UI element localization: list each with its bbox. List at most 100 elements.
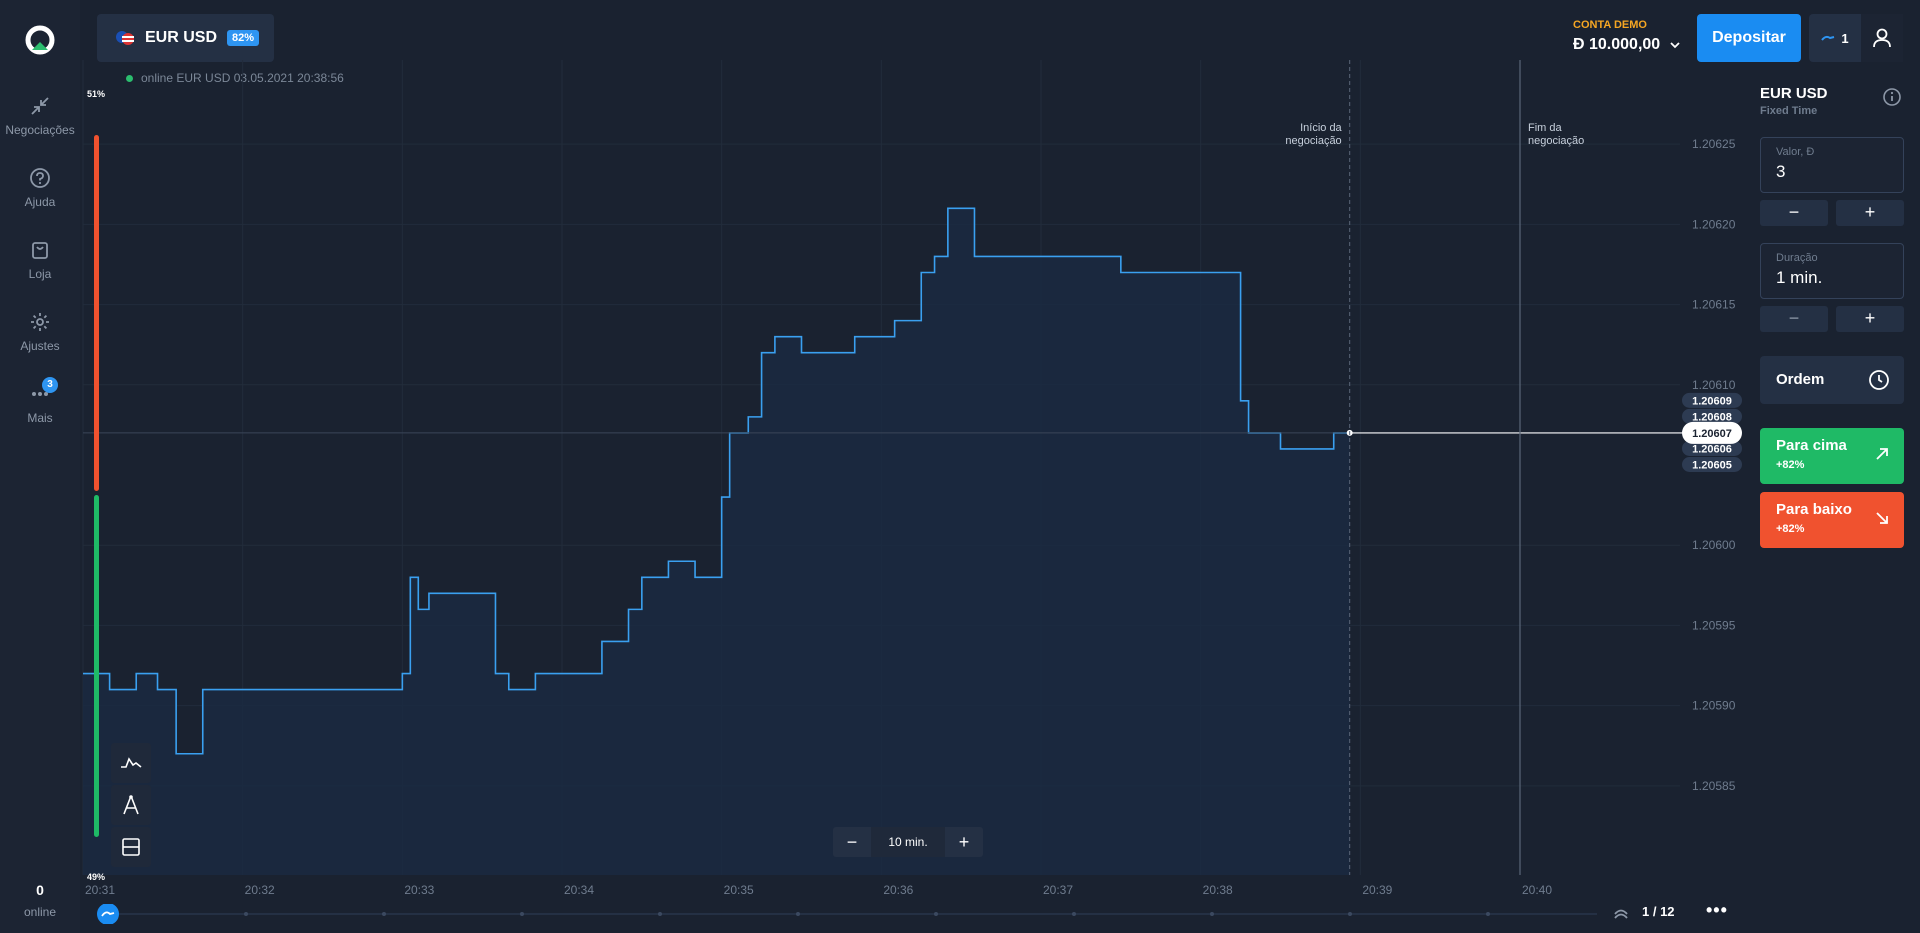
account-type[interactable]: CONTA DEMO (1573, 19, 1647, 31)
price-pill: 1.20608 (1692, 411, 1732, 423)
duration-field[interactable]: Duração 1 min. (1760, 243, 1904, 299)
x-tick-label: 20:34 (564, 883, 594, 897)
x-tick-label: 20:39 (1362, 883, 1392, 897)
y-tick-label: 1.20610 (1692, 378, 1736, 392)
trades-stack-icon[interactable] (1613, 905, 1629, 919)
sentiment-top-label: 51% (87, 89, 105, 99)
timeline-scrollbar[interactable] (97, 904, 1607, 924)
clock-icon (1869, 370, 1889, 390)
chart-type-tool[interactable] (111, 743, 151, 783)
info-icon[interactable] (1882, 87, 1902, 107)
current-price-pill: 1.20607 (1692, 428, 1732, 440)
more-options-button[interactable]: ••• (1706, 900, 1728, 920)
duration-label: Duração (1776, 252, 1818, 264)
gear-icon (31, 313, 49, 331)
help-icon (30, 168, 50, 188)
payout-badge: 82% (227, 30, 260, 46)
sidebar-item-trades[interactable]: Negociações (0, 95, 80, 137)
logo-icon[interactable] (24, 24, 56, 56)
amount-field[interactable]: Valor, Đ 3 (1760, 137, 1904, 193)
balance-value: Đ 10.000,00 (1573, 36, 1661, 53)
sidebar-item-label: Ajustes (20, 339, 60, 353)
x-tick-label: 20:31 (85, 883, 115, 897)
x-tick-label: 20:35 (724, 883, 754, 897)
trade-down-button[interactable]: Para baixo +82% (1760, 492, 1904, 548)
duration-value[interactable]: 1 min. (1776, 268, 1823, 287)
zoom-in-button[interactable]: + (958, 831, 970, 852)
asset-name: EUR USD (145, 29, 218, 46)
notification-badge: 3 (42, 377, 58, 393)
trade-start-label: Início da (1300, 122, 1342, 134)
zoom-value: 10 min. (871, 827, 945, 857)
up-payout: +82% (1776, 459, 1805, 471)
price-chart[interactable]: 20:31 20:32 20:33 20:34 20:35 20:36 20:37 20:38… (80, 60, 1760, 915)
sidebar-item-label: Ajuda (24, 195, 56, 209)
trade-end-label: Fim da (1528, 122, 1563, 134)
user-icon (1873, 28, 1891, 48)
down-payout: +82% (1776, 523, 1805, 535)
sidebar-item-label: Mais (27, 411, 53, 425)
y-tick-label: 1.20615 (1692, 298, 1736, 312)
x-tick-label: 20:36 (883, 883, 913, 897)
pager[interactable]: 1 / 12 (1642, 904, 1675, 919)
indicators-tool[interactable] (111, 785, 151, 825)
profile-button[interactable] (1861, 14, 1903, 62)
trade-up-button[interactable]: Para cima +82% (1760, 428, 1904, 484)
asset-selector-button[interactable]: EUR USD 82% (97, 14, 274, 62)
sidebar-item-shop[interactable]: Loja (0, 239, 80, 281)
zoom-out-button[interactable]: − (846, 831, 858, 852)
price-pill: 1.20606 (1692, 443, 1732, 455)
online-label: online (23, 905, 57, 919)
current-price-pill-bg (1682, 421, 1742, 444)
open-trades-button[interactable]: 1 (1809, 14, 1861, 62)
amount-decrease-button[interactable]: − (1760, 200, 1828, 226)
price-line (83, 207, 1350, 755)
x-tick-label: 20:40 (1522, 883, 1552, 897)
sidebar-item-label: Loja (28, 267, 52, 281)
online-status-dot (126, 75, 133, 82)
up-label: Para cima (1776, 437, 1847, 454)
price-pill-bg (1682, 457, 1742, 472)
duration-increase-button[interactable]: + (1836, 306, 1904, 332)
y-tick-label: 1.20625 (1692, 137, 1736, 151)
online-count: 0 (36, 882, 44, 898)
y-tick-label: 1.20595 (1692, 618, 1736, 632)
sidebar-item-settings[interactable]: Ajustes (0, 311, 80, 353)
price-pill: 1.20605 (1692, 460, 1732, 472)
account-balance[interactable]: Đ 10.000,00 (1573, 36, 1681, 54)
pending-order-button[interactable]: Ordem (1760, 356, 1904, 404)
drawing-tool[interactable] (111, 827, 151, 867)
trades-arrows-icon (31, 97, 49, 115)
x-tick-label: 20:37 (1043, 883, 1073, 897)
y-tick-label: 1.20590 (1692, 699, 1736, 713)
y-tick-label: 1.20585 (1692, 779, 1736, 793)
x-tick-label: 20:38 (1203, 883, 1233, 897)
duration-decrease-button[interactable]: − (1760, 306, 1828, 332)
shop-bag-icon (32, 242, 48, 259)
price-area (83, 208, 1350, 876)
y-tick-label: 1.20620 (1692, 217, 1736, 231)
trade-start-label: negociação (1285, 135, 1341, 147)
chevron-down-icon (1670, 42, 1680, 49)
sidebar: Negociações Ajuda Loja Ajustes 3 Mais 0 … (0, 0, 80, 933)
y-tick-label: 1.20600 (1692, 538, 1736, 552)
trade-wave-icon (1821, 35, 1835, 41)
deposit-button[interactable]: Depositar (1697, 14, 1801, 62)
time-zoom-control: − 10 min. + (833, 827, 983, 857)
price-pill-bg (1682, 440, 1742, 456)
trade-end-label: negociação (1528, 135, 1584, 147)
arrow-up-right-icon (1876, 448, 1888, 460)
sentiment-buy-bar (94, 495, 99, 837)
open-trades-count: 1 (1841, 30, 1849, 46)
panel-asset-name: EUR USD (1760, 85, 1828, 102)
sidebar-item-more[interactable]: 3 Mais (0, 377, 80, 425)
line-chart-icon (121, 757, 142, 768)
sidebar-item-help[interactable]: Ajuda (0, 167, 80, 209)
x-tick-label: 20:33 (404, 883, 434, 897)
indicator-compass-icon (123, 795, 139, 815)
price-pill-bg (1682, 408, 1742, 424)
flag-eur-usd-icon (116, 31, 134, 45)
down-label: Para baixo (1776, 501, 1852, 518)
amount-increase-button[interactable]: + (1836, 200, 1904, 226)
amount-value[interactable]: 3 (1776, 162, 1786, 181)
